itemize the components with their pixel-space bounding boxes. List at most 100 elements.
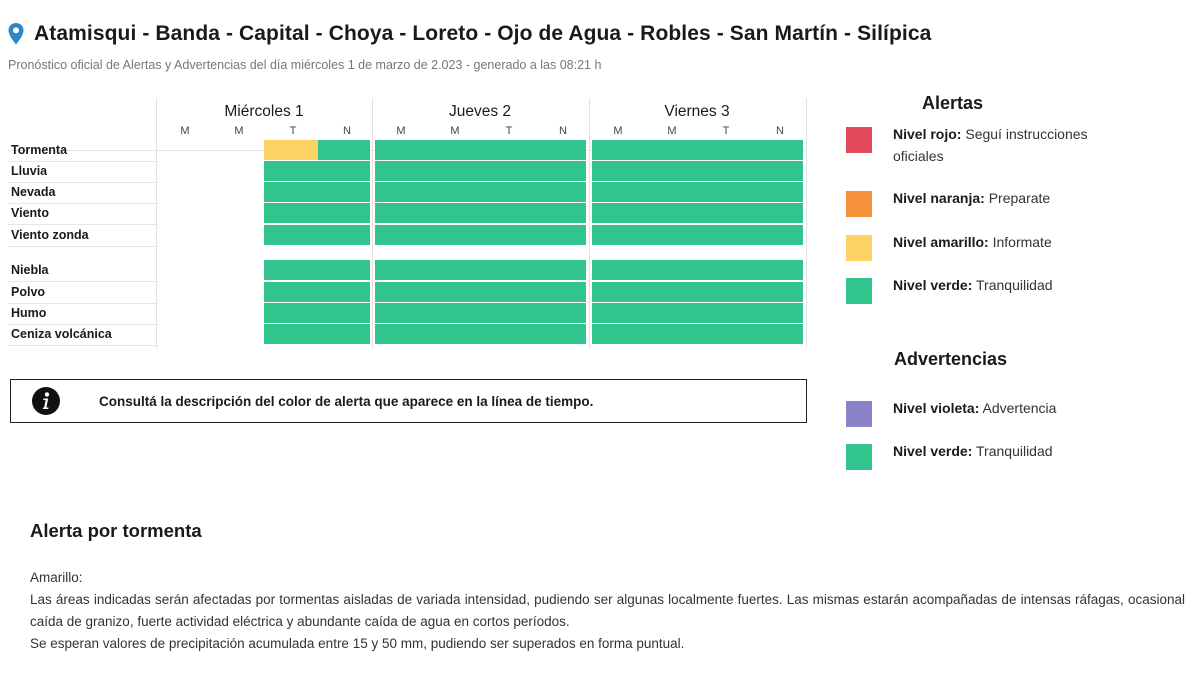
alert-cell (426, 303, 480, 323)
info-icon (32, 387, 60, 415)
alert-cell (318, 203, 370, 223)
row-divider (8, 246, 158, 247)
level-swatch (846, 401, 872, 427)
alert-timeline-grid: Miércoles 1 Jueves 2 Viernes 3 M M T N M M T N M… (0, 96, 810, 356)
storm-alert-paragraph: Las áreas indicadas serán afectadas por … (30, 592, 1185, 629)
location-pin-icon (8, 23, 24, 45)
level-swatch (846, 127, 872, 153)
alert-cell (480, 140, 534, 160)
alert-cell (426, 140, 480, 160)
alert-cell (697, 225, 751, 245)
alert-cell (697, 140, 751, 160)
period-label: M (234, 125, 244, 137)
period-label: M (396, 125, 406, 137)
storm-alert-level: Amarillo: (30, 570, 83, 585)
alert-cell (264, 140, 318, 160)
period-label: N (776, 125, 784, 137)
legend-advertencias-title: Advertencias (894, 349, 1008, 369)
legend-item-violeta: Nivel violeta: Advertencia (846, 400, 1113, 427)
alert-cell (592, 203, 643, 223)
alert-cell (643, 161, 697, 181)
phenomenon-label: Tormenta (11, 143, 68, 157)
alert-cell (318, 225, 370, 245)
info-text: Consultá la descripción del color de ale… (99, 393, 594, 409)
alert-cell (375, 182, 426, 202)
legend-item-naranja: Nivel naranja: Preparate (846, 190, 1113, 217)
alert-cell (534, 203, 586, 223)
legend-level-name: Nivel naranja: (893, 190, 985, 206)
legend-item-amarillo: Nivel amarillo: Informate (846, 234, 1113, 261)
page-header: Atamisqui - Banda - Capital - Choya - Lo… (8, 22, 931, 46)
alert-cell (697, 260, 751, 280)
alert-cell (534, 282, 586, 302)
alert-cell (318, 260, 370, 280)
alert-cell (426, 161, 480, 181)
alert-cell (375, 260, 426, 280)
alert-cell (643, 140, 697, 160)
alert-cell (480, 303, 534, 323)
alert-cell (480, 324, 534, 344)
alert-cell (264, 260, 318, 280)
alert-cell (375, 324, 426, 344)
legend-item-verde-advertencia: Nivel verde: Tranquilidad (846, 443, 1113, 470)
legend-level-desc: Tranquilidad (972, 277, 1053, 293)
row-divider (8, 182, 158, 183)
alert-cell (480, 203, 534, 223)
alert-cell (264, 203, 318, 223)
alert-cell (375, 203, 426, 223)
level-swatch (846, 191, 872, 217)
alert-cell (697, 161, 751, 181)
legend-level-desc: Tranquilidad (972, 443, 1053, 459)
period-label: T (289, 125, 297, 137)
period-label: T (505, 125, 513, 137)
row-divider (8, 281, 158, 282)
alert-cell (534, 303, 586, 323)
alert-cell (480, 225, 534, 245)
alert-cell (534, 324, 586, 344)
alert-cell (592, 161, 643, 181)
alert-cell (375, 282, 426, 302)
legend-level-desc: Seguí instrucciones oficiales (893, 126, 1088, 164)
alert-cell (375, 303, 426, 323)
alert-cell (534, 140, 586, 160)
alert-cell (643, 203, 697, 223)
alert-cell (426, 182, 480, 202)
level-swatch (846, 444, 872, 470)
period-label: M (450, 125, 460, 137)
alert-cell (751, 260, 803, 280)
alert-cell (264, 303, 318, 323)
row-divider (8, 324, 158, 325)
alert-cell (426, 282, 480, 302)
alert-cell (318, 282, 370, 302)
alert-cell (751, 282, 803, 302)
alert-cell (375, 161, 426, 181)
alert-cell (426, 203, 480, 223)
period-label: M (613, 125, 623, 137)
alert-cell (751, 225, 803, 245)
phenomenon-label: Lluvia (11, 164, 48, 178)
alert-cell (264, 161, 318, 181)
row-divider (8, 345, 158, 346)
alert-cell (480, 282, 534, 302)
phenomenon-label: Humo (11, 306, 47, 320)
alert-cell (264, 182, 318, 202)
legend-level-name: Nivel rojo: (893, 126, 962, 142)
alert-cell (697, 203, 751, 223)
alert-cell (643, 282, 697, 302)
period-label: M (667, 125, 677, 137)
legend-level-name: Nivel violeta: (893, 400, 980, 416)
alert-cell (375, 140, 426, 160)
alert-cell (592, 140, 643, 160)
period-label: N (559, 125, 567, 137)
legend-item-rojo: Nivel rojo: Seguí instrucciones oficiale… (846, 126, 1113, 167)
alert-cell (318, 324, 370, 344)
row-divider (8, 203, 158, 204)
alert-cell (480, 182, 534, 202)
alert-cell (643, 260, 697, 280)
alert-cell (643, 324, 697, 344)
storm-alert-paragraph: Se esperan valores de precipitación acum… (30, 636, 685, 651)
level-swatch (846, 235, 872, 261)
period-label: M (180, 125, 190, 137)
legend-level-name: Nivel verde: (893, 443, 973, 459)
info-box: Consultá la descripción del color de ale… (10, 379, 807, 423)
